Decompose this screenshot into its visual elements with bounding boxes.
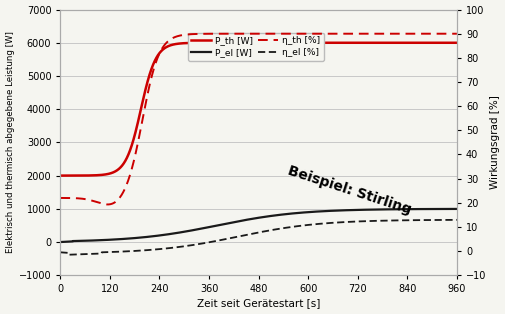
η_el [%] [250, 232, 256, 236]
η_th [%] [442, 32, 448, 35]
Line: P_th [W]: P_th [W] [60, 43, 456, 176]
Y-axis label: Wirkungsgrad [%]: Wirkungsgrad [%] [489, 95, 499, 189]
Line: η_th [%]: η_th [%] [60, 34, 456, 204]
η_th [%] [369, 32, 375, 35]
η_th [%] [250, 32, 256, 35]
Y-axis label: Elektrisch und thermisch abgegebene Leistung [W]: Elektrisch und thermisch abgegebene Leis… [6, 31, 15, 253]
P_th [W] [239, 41, 245, 45]
η_el [%] [453, 218, 459, 222]
η_th [%] [441, 32, 447, 35]
P_th [W] [442, 41, 448, 45]
P_el [W] [441, 207, 447, 211]
η_th [%] [443, 32, 449, 35]
P_el [W] [57, 240, 63, 244]
η_el [%] [239, 234, 245, 237]
η_th [%] [77, 197, 83, 200]
η_el [%] [66, 253, 72, 257]
η_th [%] [453, 32, 459, 35]
P_th [W] [453, 41, 459, 45]
Legend: P_th [W], P_el [W], η_th [%], η_el [%]: P_th [W], P_el [W], η_th [%], η_el [%] [187, 33, 323, 61]
P_el [W] [249, 217, 256, 220]
P_th [W] [249, 41, 256, 45]
η_el [%] [442, 218, 448, 222]
P_el [W] [239, 219, 245, 222]
P_el [W] [453, 207, 459, 211]
P_th [W] [441, 41, 447, 45]
Line: η_el [%]: η_el [%] [60, 220, 456, 255]
η_el [%] [57, 251, 63, 254]
η_th [%] [57, 196, 63, 200]
P_el [W] [77, 239, 83, 243]
X-axis label: Zeit seit Gerätestart [s]: Zeit seit Gerätestart [s] [196, 298, 320, 308]
P_el [W] [441, 207, 447, 211]
η_el [%] [369, 219, 375, 223]
Text: Beispiel: Stirling: Beispiel: Stirling [286, 164, 413, 217]
P_th [W] [369, 41, 375, 45]
η_el [%] [78, 252, 84, 256]
P_th [W] [77, 174, 83, 177]
P_th [W] [57, 174, 63, 177]
η_th [%] [105, 203, 111, 206]
η_th [%] [239, 32, 245, 35]
η_el [%] [441, 218, 447, 222]
P_th [W] [413, 41, 419, 45]
Line: P_el [W]: P_el [W] [60, 209, 456, 242]
P_el [W] [369, 208, 375, 211]
